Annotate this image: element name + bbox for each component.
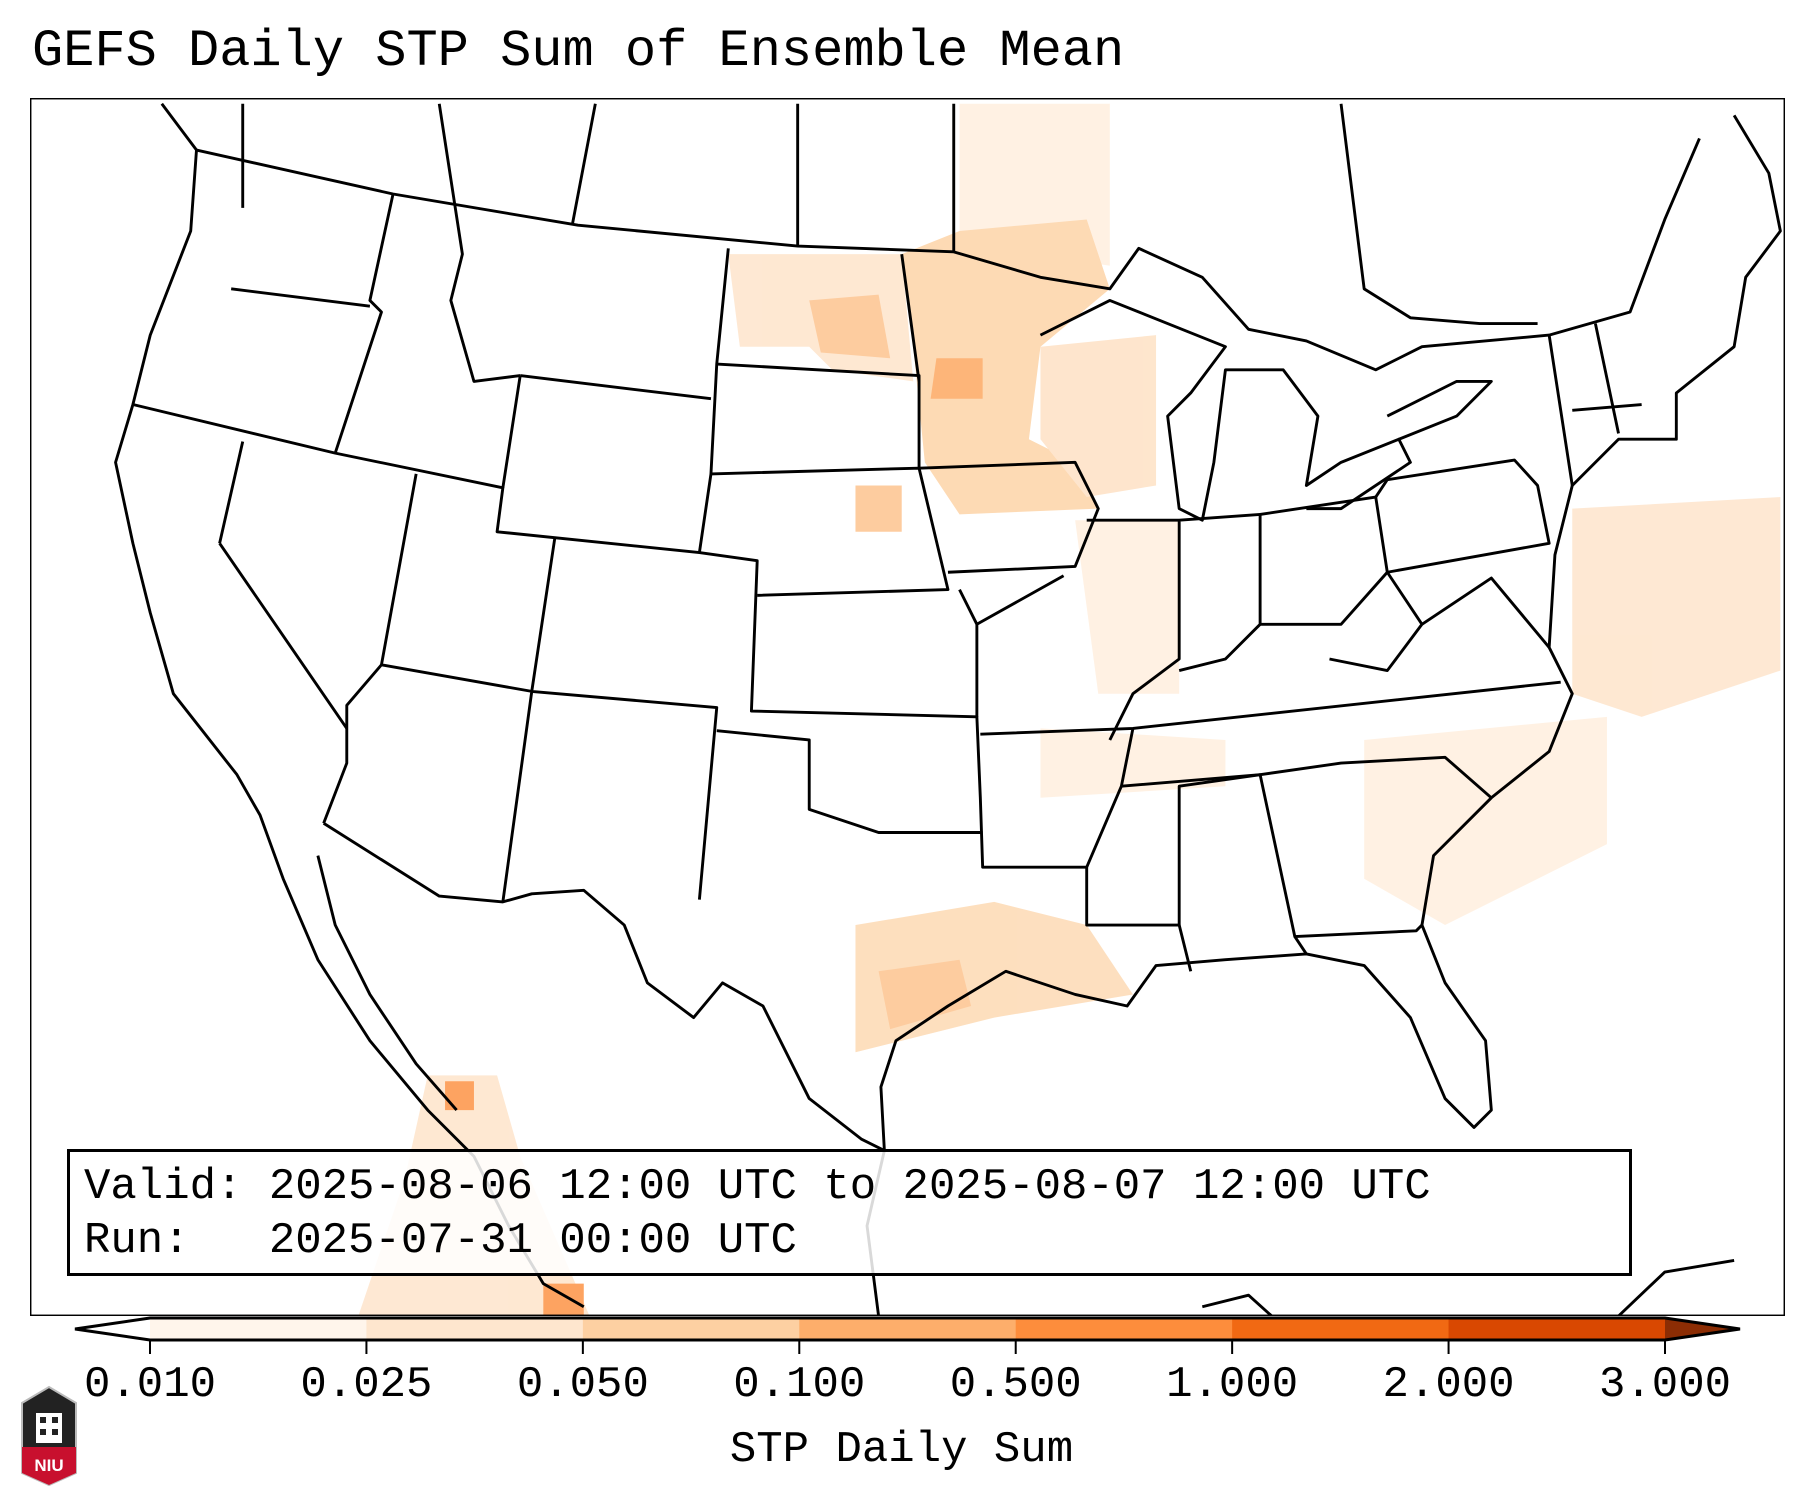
colorbar-tick-label: 0.025 [300,1360,433,1410]
chart-title: GEFS Daily STP Sum of Ensemble Mean [32,22,1125,81]
map-panel [30,98,1785,1316]
colorbar-segment [150,1318,367,1340]
colorbar-tick-label: 0.500 [949,1360,1082,1410]
coastlines-and-borders [114,102,1782,1316]
niu-logo: NIU [21,1385,77,1487]
colorbar-segment [366,1318,584,1340]
colorbar-segment [1015,1318,1233,1340]
valid-value: 2025-08-06 12:00 UTC to 2025-08-07 12:00… [268,1162,1431,1212]
colorbar-segment [799,1318,1017,1340]
valid-label: Valid: [84,1162,243,1212]
run-label: Run: [84,1216,190,1266]
colorbar-segment [1448,1318,1666,1340]
colorbar-tick-label: 0.100 [733,1360,866,1410]
colorbar-segment [1232,1318,1450,1340]
colorbar-segment [582,1318,800,1340]
colorbar-label: STP Daily Sum [729,1425,1074,1475]
colorbar-tick-label: 1.000 [1166,1360,1299,1410]
valid-run-infobox: Valid: 2025-08-06 12:00 UTC to 2025-08-0… [67,1149,1632,1276]
colorbar-tick-label: 0.050 [516,1360,649,1410]
colorbar-tick-label: 3.000 [1598,1360,1732,1410]
colorbar [74,1316,1741,1354]
run-value: 2025-07-31 00:00 UTC [268,1216,797,1266]
stp-shading [358,103,1781,1316]
colorbar-under-extend [75,1318,150,1340]
colorbar-tick-label: 0.010 [83,1360,217,1410]
colorbar-tick-label: 2.000 [1382,1360,1515,1410]
svg-text:NIU: NIU [34,1456,63,1475]
colorbar-over-extend [1665,1318,1740,1340]
